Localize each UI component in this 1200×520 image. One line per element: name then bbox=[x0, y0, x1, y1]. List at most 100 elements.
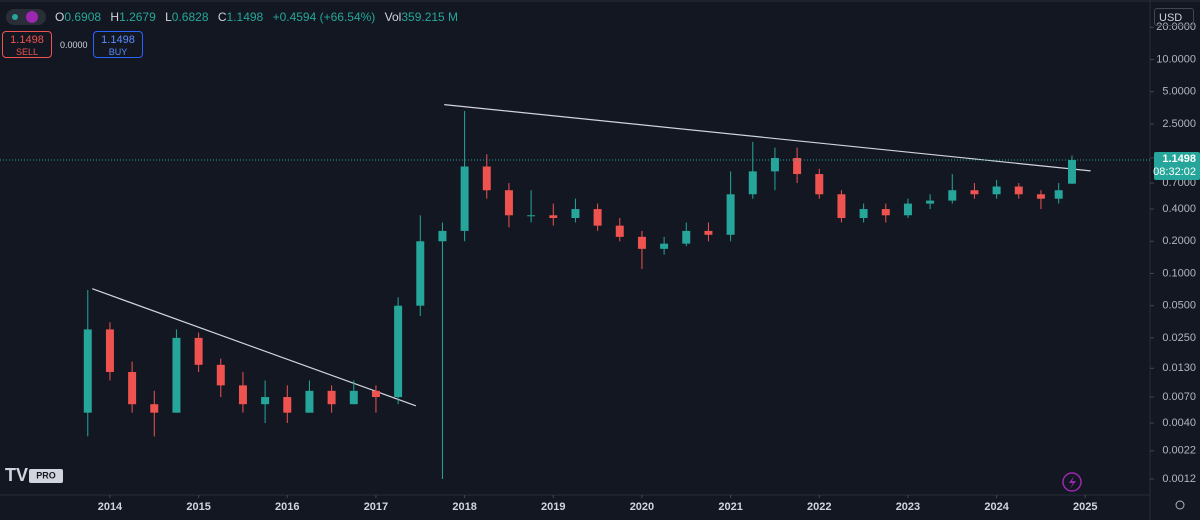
candle-body bbox=[682, 230, 691, 244]
buy-button[interactable]: 1.1498 BUY bbox=[93, 31, 143, 58]
currency: USD bbox=[1159, 12, 1183, 24]
candle-body bbox=[349, 390, 358, 405]
low-label: L bbox=[165, 10, 172, 24]
trendline bbox=[92, 288, 417, 407]
symbol-icons[interactable] bbox=[6, 9, 46, 25]
candle-body bbox=[172, 337, 181, 413]
candle-body bbox=[128, 371, 137, 405]
candle-body bbox=[1067, 160, 1076, 184]
candle-body bbox=[926, 200, 935, 204]
buy-label: BUY bbox=[108, 47, 128, 57]
currency-select[interactable]: USD bbox=[1154, 8, 1194, 26]
candle-body bbox=[105, 329, 114, 372]
y-tick-label: 0.0040 bbox=[1162, 417, 1196, 429]
candle-body bbox=[815, 174, 824, 195]
x-tick-label: 2024 bbox=[984, 501, 1009, 513]
x-tick-label: 2017 bbox=[364, 501, 388, 513]
close-label: C bbox=[217, 10, 227, 24]
y-tick-label: 20.0000 bbox=[1156, 21, 1196, 33]
y-tick-label: 0.0250 bbox=[1162, 332, 1196, 344]
volume: 359.215 M bbox=[401, 10, 459, 24]
ohlc-legend: O0.6908 H1.2679 L0.6828 C1.1498 +0.4594 … bbox=[55, 10, 464, 24]
volume-label: Vol bbox=[384, 10, 402, 24]
symbol-logo bbox=[26, 11, 38, 23]
candle-body bbox=[1014, 186, 1023, 195]
candle-body bbox=[416, 241, 425, 306]
x-tick-label: 2015 bbox=[186, 501, 210, 513]
last-price-label: 1.1498 bbox=[1162, 153, 1196, 165]
lightning-button[interactable] bbox=[1062, 472, 1082, 492]
candle-body bbox=[460, 166, 469, 231]
logo-badge: PRO bbox=[36, 470, 56, 480]
candle-body bbox=[504, 190, 513, 216]
trendline bbox=[444, 103, 1091, 172]
settings-icon[interactable] bbox=[1175, 500, 1185, 510]
candle-body bbox=[660, 243, 669, 249]
candle-body bbox=[238, 385, 247, 405]
x-tick-label: 2025 bbox=[1073, 501, 1097, 513]
candle-body bbox=[549, 215, 558, 219]
y-tick-label: 0.2000 bbox=[1162, 235, 1196, 247]
candle-body bbox=[438, 230, 447, 242]
y-tick-label: 0.0022 bbox=[1162, 445, 1196, 457]
candle-body bbox=[859, 209, 868, 219]
candle-body bbox=[150, 404, 159, 413]
candle-body bbox=[283, 397, 292, 413]
candle-body bbox=[837, 194, 846, 219]
logo-badge-bg bbox=[29, 469, 63, 483]
sell-button[interactable]: 1.1498 SELL bbox=[2, 31, 52, 58]
sell-label: SELL bbox=[15, 47, 39, 57]
y-tick-label: 0.0012 bbox=[1162, 473, 1196, 485]
candle-body bbox=[615, 225, 624, 237]
last-price-label-bg bbox=[1154, 152, 1200, 181]
x-tick-label: 2018 bbox=[452, 501, 476, 513]
y-tick-label: 0.1000 bbox=[1162, 267, 1196, 279]
candle-body bbox=[748, 171, 757, 195]
candle-body bbox=[593, 209, 602, 226]
open-value: 0.6908 bbox=[64, 10, 102, 24]
y-tick-label: 2.5000 bbox=[1162, 118, 1196, 130]
candle-body bbox=[793, 158, 802, 175]
spread: 0.0000 bbox=[60, 40, 88, 50]
candle-body bbox=[394, 305, 403, 398]
candle-body bbox=[83, 329, 92, 413]
status-dot bbox=[12, 14, 18, 20]
y-tick-label: 0.0130 bbox=[1162, 362, 1196, 374]
candle-body bbox=[371, 390, 380, 398]
candle-body bbox=[571, 209, 580, 219]
high-label: H bbox=[110, 10, 120, 24]
candle-body bbox=[992, 186, 1001, 195]
candle-body bbox=[1054, 190, 1063, 199]
candle-body bbox=[726, 194, 735, 235]
high-value: 1.2679 bbox=[119, 10, 156, 24]
candle-body bbox=[327, 390, 336, 405]
y-tick-label: 0.0500 bbox=[1162, 300, 1196, 312]
candle-body bbox=[194, 337, 203, 365]
buy-price: 1.1498 bbox=[101, 34, 135, 46]
candle-body bbox=[704, 230, 713, 235]
candle-body bbox=[482, 166, 491, 191]
y-tick-label: 10.0000 bbox=[1156, 53, 1196, 65]
candle-body bbox=[527, 215, 536, 217]
x-tick-label: 2019 bbox=[541, 501, 565, 513]
candle-body bbox=[881, 209, 890, 216]
countdown: 08:32:02 bbox=[1153, 166, 1196, 178]
x-tick-label: 2021 bbox=[718, 501, 742, 513]
change: +0.4594 (+66.54%) bbox=[272, 10, 376, 24]
candle-body bbox=[216, 364, 225, 386]
candle-body bbox=[1036, 194, 1045, 199]
candle-body bbox=[305, 390, 314, 413]
x-tick-label: 2016 bbox=[275, 501, 299, 513]
x-tick-label: 2020 bbox=[630, 501, 654, 513]
candle-body bbox=[637, 236, 646, 249]
candle-body bbox=[261, 397, 270, 405]
x-tick-label: 2023 bbox=[896, 501, 920, 513]
candle-body bbox=[948, 190, 957, 201]
open-label: O bbox=[55, 10, 65, 24]
lightning-icon bbox=[1069, 476, 1076, 489]
close-value: 1.1498 bbox=[226, 10, 264, 24]
y-tick-label: 5.0000 bbox=[1162, 86, 1196, 98]
candle-body bbox=[903, 203, 912, 216]
